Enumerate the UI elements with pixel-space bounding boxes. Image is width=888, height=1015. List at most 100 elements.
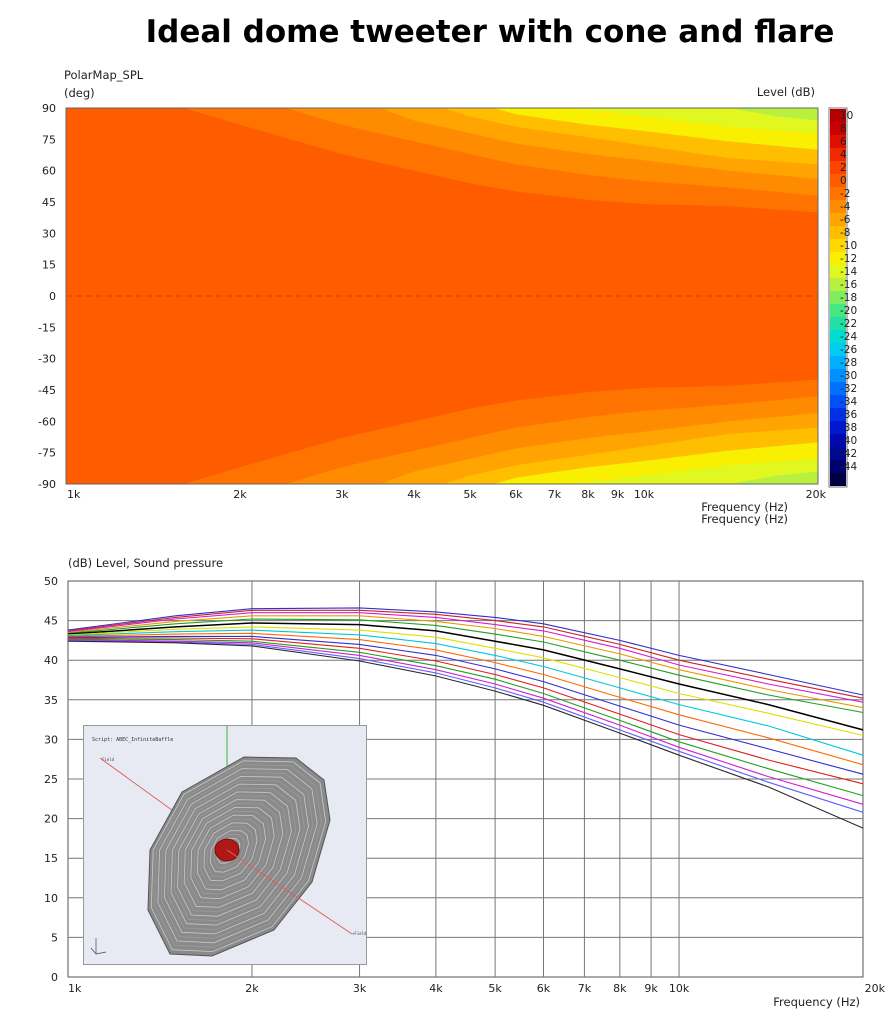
inset-field-label-end: +Field bbox=[352, 931, 367, 936]
polar-y-tick: 15 bbox=[42, 259, 56, 272]
polar-x-tick: 5k bbox=[463, 488, 477, 501]
colorbar-label: -38 bbox=[840, 422, 857, 434]
colorbar-swatch bbox=[830, 148, 846, 161]
polar-map-x-label: Frequency (Hz) bbox=[701, 500, 788, 514]
colorbar-label: -22 bbox=[840, 318, 857, 330]
spl-x-tick: 8k bbox=[613, 982, 627, 995]
colorbar-label: -40 bbox=[840, 435, 857, 447]
polar-y-tick: -75 bbox=[38, 447, 56, 460]
polar-map-contours bbox=[66, 108, 819, 484]
polar-map-axes bbox=[65, 107, 819, 485]
spl-y-tick: 40 bbox=[44, 654, 58, 667]
dome-cone-mesh bbox=[147, 756, 331, 957]
spl-y-tick: 45 bbox=[44, 615, 58, 628]
spl-y-tick: 15 bbox=[44, 852, 58, 865]
mesh-ring bbox=[157, 768, 318, 944]
polar-x-tick: 10k bbox=[634, 488, 655, 501]
colorbar-label: -34 bbox=[840, 396, 857, 408]
colorbar-label: -4 bbox=[840, 201, 851, 213]
colorbar-swatch bbox=[830, 330, 846, 343]
mesh-ring bbox=[203, 822, 258, 882]
axis-triad-icon bbox=[90, 938, 107, 955]
colorbar-label: -20 bbox=[840, 305, 857, 317]
spl-x-ticks: 1k 2k 3k 4k 5k 6k 7k 8k 9k 10k 20k bbox=[68, 982, 886, 995]
spl-y-tick: 0 bbox=[51, 971, 58, 984]
spl-x-tick: 7k bbox=[578, 982, 592, 995]
colorbar-label: -26 bbox=[840, 344, 857, 356]
polar-map-level-label: Level (dB) bbox=[757, 85, 815, 99]
mesh-ring bbox=[150, 760, 327, 953]
mesh-ring bbox=[173, 787, 297, 922]
mesh-ring bbox=[180, 795, 288, 913]
mesh-ring bbox=[200, 818, 262, 886]
spl-y-tick: 5 bbox=[51, 931, 58, 944]
page-title: Ideal dome tweeter with cone and flare bbox=[145, 14, 835, 50]
spl-series-line-6 bbox=[67, 622, 864, 731]
colorbar-label: -28 bbox=[840, 357, 857, 369]
mesh-ring bbox=[196, 814, 267, 891]
spl-x-tick: 2k bbox=[245, 982, 259, 995]
contour-bottom-7 bbox=[571, 458, 818, 484]
mesh-ring bbox=[160, 772, 314, 939]
spl-x-tick: 4k bbox=[429, 982, 443, 995]
polar-map-y-ticks: 90 75 60 45 30 15 0 -15 -30 -45 -60 -75 -90 bbox=[38, 102, 56, 491]
colorbar-swatch bbox=[830, 473, 846, 486]
polar-x-tick: 20k bbox=[806, 488, 827, 501]
spl-series-line-2 bbox=[67, 609, 864, 699]
contour-top-8 bbox=[728, 108, 818, 121]
mesh-ring bbox=[183, 799, 284, 908]
colorbar-label: -16 bbox=[840, 279, 857, 291]
polar-y-tick: 60 bbox=[42, 165, 56, 178]
colorbar-swatch bbox=[830, 278, 846, 291]
mesh-ring bbox=[177, 791, 292, 917]
colorbar-label: 4 bbox=[840, 149, 847, 161]
mesh-ring bbox=[190, 806, 275, 900]
colorbar-swatch bbox=[830, 382, 846, 395]
polar-x-tick: 7k bbox=[548, 488, 562, 501]
colorbar-swatch bbox=[830, 200, 846, 213]
colorbar-label: 8 bbox=[840, 123, 847, 135]
polar-y-tick: -15 bbox=[38, 321, 56, 334]
polar-x-tick: 3k bbox=[335, 488, 349, 501]
spl-y-tick: 20 bbox=[44, 813, 58, 826]
colorbar-swatch bbox=[830, 421, 846, 434]
spl-y-tick: 25 bbox=[44, 773, 58, 786]
colorbar-swatch bbox=[830, 122, 846, 135]
spl-x-tick: 6k bbox=[537, 982, 551, 995]
contour-top-7 bbox=[571, 108, 818, 134]
mesh-model-drawing bbox=[90, 726, 353, 957]
colorbar-label: -10 bbox=[840, 240, 857, 252]
field-line-b bbox=[226, 849, 353, 935]
colorbar-swatch bbox=[830, 135, 846, 148]
polar-y-tick: 30 bbox=[42, 227, 56, 240]
spl-chart-title: (dB) Level, Sound pressure bbox=[68, 556, 223, 570]
spl-x-tick: 5k bbox=[488, 982, 502, 995]
mesh-model-inset: Script: ABEC_InfiniteBaffle Field +Field bbox=[83, 725, 367, 965]
spl-x-label: Frequency (Hz) bbox=[773, 995, 860, 1009]
colorbar-label: 10 bbox=[840, 110, 853, 122]
colorbar-swatch bbox=[830, 434, 846, 447]
polar-map-chart: PolarMap_SPL (deg) Level (dB) 9075604530… bbox=[38, 68, 857, 526]
colorbar-swatch bbox=[830, 291, 846, 304]
polar-map-frame bbox=[65, 107, 819, 485]
spl-x-tick: 1k bbox=[68, 982, 82, 995]
polar-y-tick: 45 bbox=[42, 196, 56, 209]
colorbar-label: -24 bbox=[840, 331, 857, 343]
polar-map-colorbar: 1086420-2-4-6-8-10-12-14-16-18-20-22-24-… bbox=[828, 107, 857, 488]
mesh-ring bbox=[187, 803, 279, 904]
polar-x-tick: 9k bbox=[611, 488, 625, 501]
colorbar-label: -36 bbox=[840, 409, 857, 421]
spl-series-line-7 bbox=[67, 626, 864, 736]
colorbar-swatch bbox=[830, 187, 846, 200]
polar-y-tick: 90 bbox=[42, 102, 56, 115]
colorbar-label: 6 bbox=[840, 136, 847, 148]
spl-y-tick: 30 bbox=[44, 733, 58, 746]
colorbar-label: -2 bbox=[840, 188, 850, 200]
spl-y-tick: 50 bbox=[44, 575, 58, 588]
spl-x-tick: 20k bbox=[865, 982, 886, 995]
mesh-ring bbox=[206, 826, 254, 877]
polar-x-tick: 8k bbox=[581, 488, 595, 501]
spl-x-tick: 3k bbox=[353, 982, 367, 995]
mesh-ring bbox=[213, 834, 245, 869]
colorbar-swatch bbox=[830, 265, 846, 278]
